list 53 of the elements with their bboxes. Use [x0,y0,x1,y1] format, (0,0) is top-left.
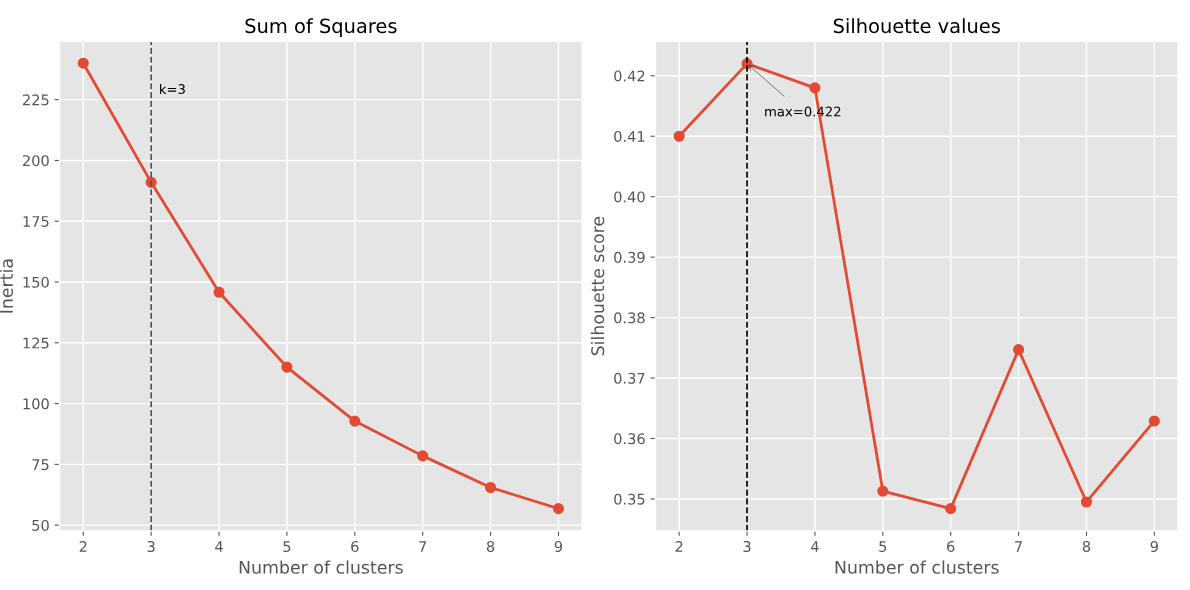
y-tick-label: 0.37 [614,372,645,384]
y-tick-label: 0.39 [614,251,645,263]
y-tick-label: 0.41 [614,130,645,142]
x-tick-label: 7 [419,541,427,552]
y-tick-label: 0.38 [614,312,645,324]
point [673,130,685,142]
y-tick-label: 0.40 [614,191,645,203]
y-axis-title: Inertia [0,259,14,313]
y-tick-label: 75 [32,459,49,471]
x-tick-label: 4 [215,541,223,552]
x-tick-label: 6 [947,540,955,553]
x-tick-label: 2 [79,540,87,552]
x-tick-label: 3 [743,540,751,553]
point [349,415,361,427]
x-tick-label: 4 [810,541,819,552]
point [77,57,89,69]
point [1148,415,1160,427]
point [945,503,957,515]
y-axis-title: Silhouette score [590,216,605,356]
x-axis-title: Number of clusters [835,560,999,574]
y-tick-label: 50 [32,519,49,531]
y-tick-label: 0.42 [614,70,645,82]
x-axis-title: Number of clusters [239,560,403,574]
y-tick-label: 200 [23,155,49,167]
y-tick-label: 150 [23,276,49,288]
x-tick-label: 9 [554,540,563,553]
point [1080,496,1093,508]
x-tick-label: 3 [147,540,155,553]
point [1013,344,1025,356]
y-tick-label: 0.36 [614,433,645,445]
x-tick-label: 5 [283,541,291,553]
x-tick-label: 7 [1015,541,1022,552]
point [809,82,821,94]
y-tick-label: 175 [23,216,49,227]
x-tick-label: 2 [675,540,683,552]
point [552,503,565,515]
x-tick-label: 8 [1082,540,1091,553]
x-tick-label: 5 [879,541,887,553]
point [485,481,497,494]
x-tick-label: 8 [486,540,495,553]
point [281,361,293,373]
y-tick-label: 225 [23,94,49,106]
x-tick-label: 6 [351,540,359,553]
y-tick-label: 100 [23,398,49,410]
chart-title: Silhouette values [833,18,1000,34]
y-tick-label: 125 [23,337,49,349]
point [213,286,225,298]
point [417,450,429,462]
y-tick-label: 0.35 [614,493,645,505]
x-tick-label: 9 [1150,540,1158,553]
chart-title: Sum of Squares [245,18,397,38]
annotation: k=3 [160,83,185,95]
point [877,485,889,497]
